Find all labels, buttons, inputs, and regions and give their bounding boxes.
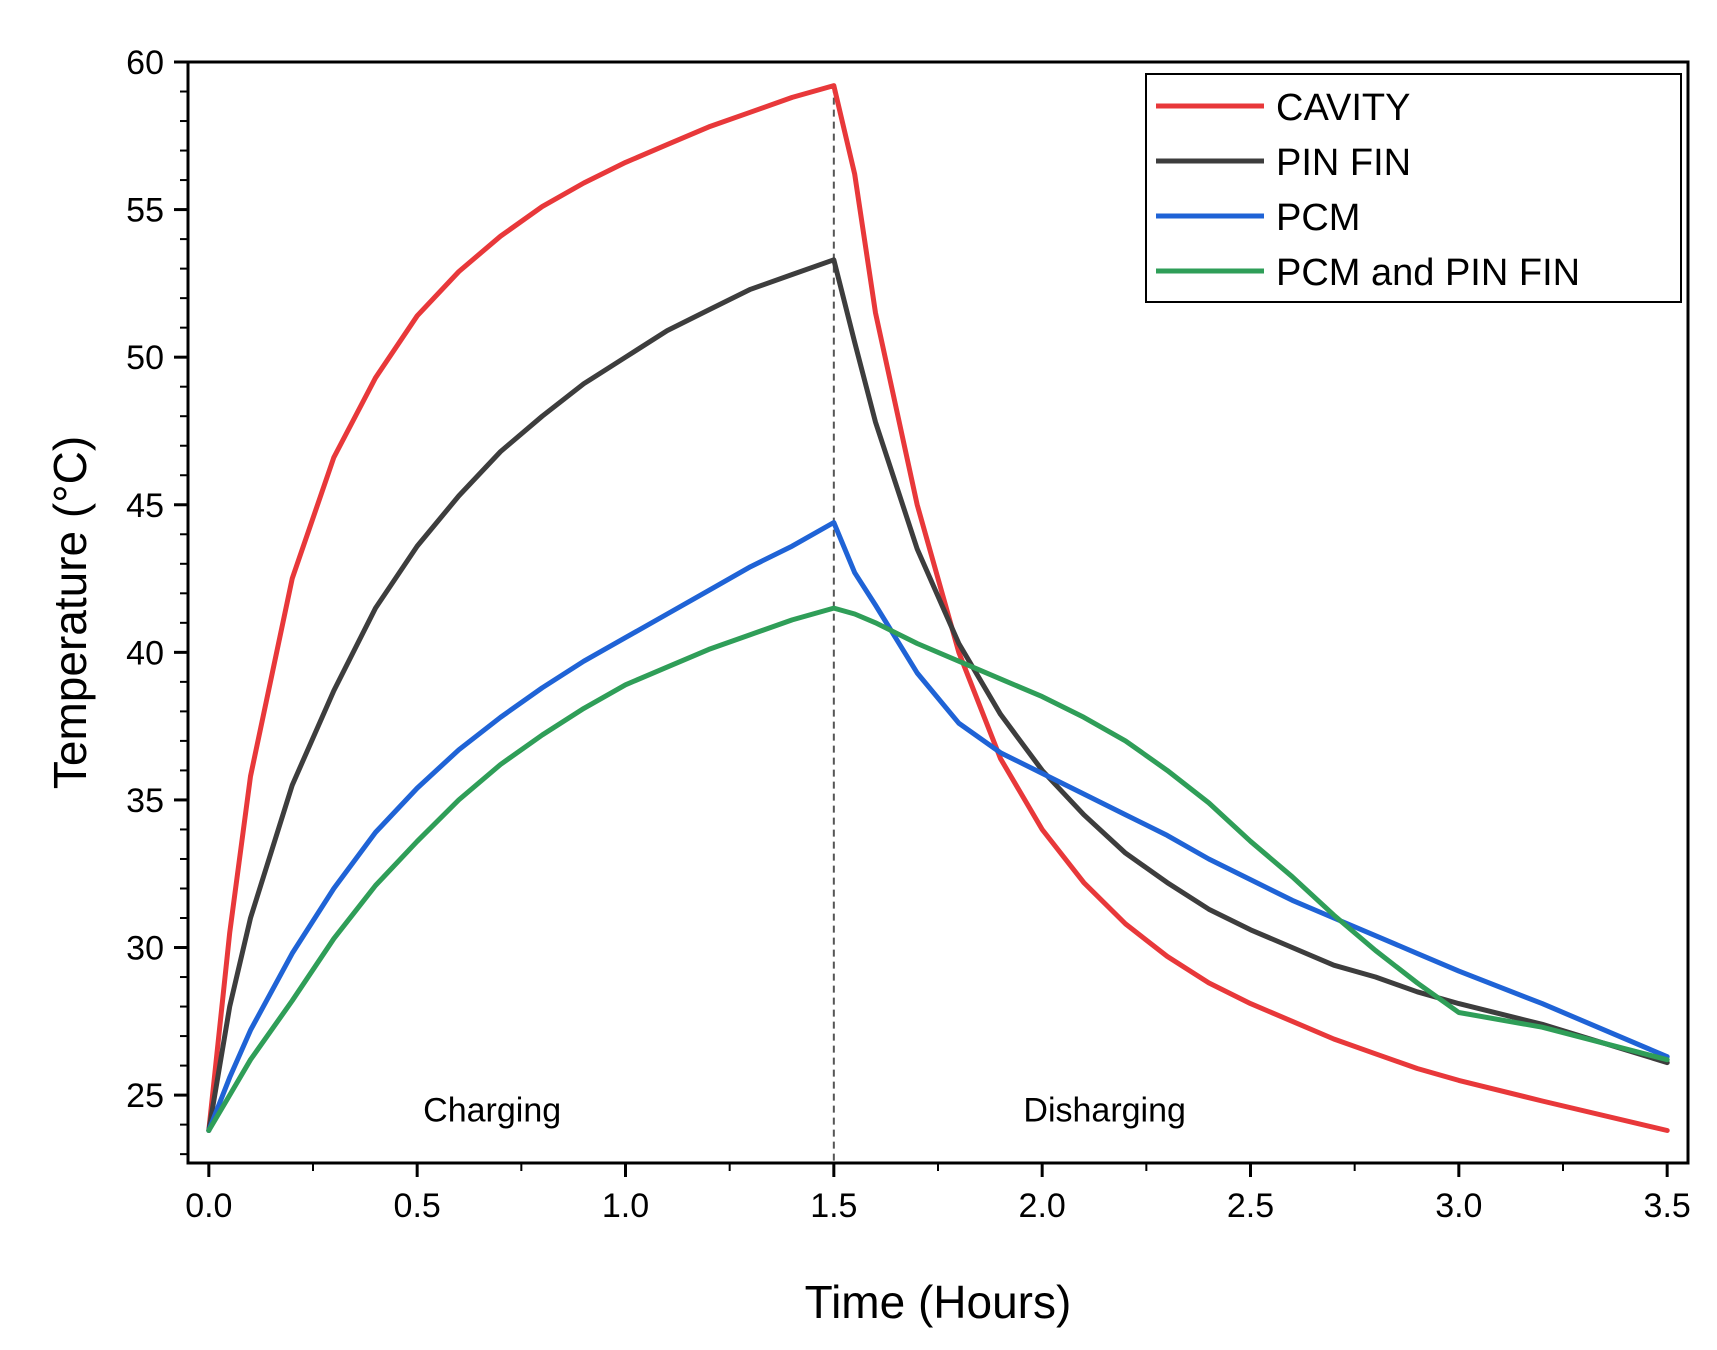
series-line-1 (206, 257, 1670, 1133)
y-tick-label: 25 (126, 1077, 164, 1115)
x-tick-label: 0.0 (185, 1187, 232, 1225)
legend-box (1145, 73, 1682, 303)
series-line-2 (206, 520, 1670, 1133)
y-tick-label: 55 (126, 192, 164, 230)
x-tick-label: 3.5 (1644, 1187, 1691, 1225)
legend-label: PCM and PIN FIN (1276, 252, 1580, 294)
x-tick-label: 0.5 (394, 1187, 441, 1225)
legend-label: PIN FIN (1276, 142, 1411, 184)
y-axis-title: Temperature (°C) (44, 436, 96, 789)
annotation-label: Disharging (1023, 1092, 1186, 1130)
y-tick-label: 35 (126, 782, 164, 820)
x-tick-label: 1.5 (810, 1187, 857, 1225)
legend-label: PCM (1276, 197, 1360, 239)
y-tick-label: 40 (126, 634, 164, 672)
legend: CAVITY PIN FIN PCM PCM and PIN FIN (1145, 73, 1682, 303)
series-group (206, 83, 1670, 1133)
x-axis-title: Time (Hours) (805, 1276, 1072, 1328)
y-tick-label: 30 (126, 930, 164, 968)
y-tick-label: 45 (126, 487, 164, 525)
y-tick-label: 60 (126, 44, 164, 82)
series-line-3 (206, 605, 1670, 1133)
annotations: Charging Disharging (423, 1092, 1186, 1130)
axis-ticks: 0.0 0.5 1.0 1.5 2.0 2.5 3.0 3.5 25 30 35 40 45 50 55 60 (126, 44, 1691, 1225)
series-line-0 (206, 83, 1670, 1133)
x-tick-label: 1.0 (602, 1187, 649, 1225)
legend-label: CAVITY (1276, 87, 1410, 129)
annotation-label: Charging (423, 1092, 561, 1130)
x-tick-label: 2.0 (1019, 1187, 1066, 1225)
x-tick-label: 3.0 (1435, 1187, 1482, 1225)
x-tick-label: 2.5 (1227, 1187, 1274, 1225)
y-tick-label: 50 (126, 339, 164, 377)
